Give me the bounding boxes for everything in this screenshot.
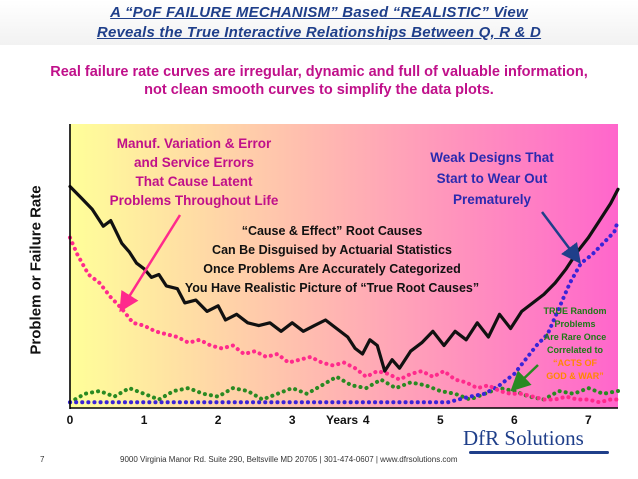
root-cause-annotation: “Cause & Effect” Root Causes Can Be Disg… [162,222,502,298]
black-curve [68,184,620,373]
acts-of-god-line: GOD & WAR” [546,371,604,381]
acts-of-god-line: “ACTS OF [553,358,597,368]
manuf-line: Problems Throughout Life [109,193,279,208]
manuf-arrow [119,214,182,313]
wearout-arrow [541,211,581,264]
random-line: TRUE Random [543,306,607,316]
random-line: Problems [554,319,596,329]
logo-swoosh-icon [469,451,609,454]
x-tick-label: 6 [511,413,518,427]
subtitle-line1: Real failure rate curves are irregular, … [50,64,588,80]
x-tick-label: 1 [141,413,148,427]
x-axis-label: Years [326,413,358,427]
footer-address: 9000 Virginia Manor Rd. Suite 290, Belts… [120,455,458,464]
weak-design-annotation: Weak Designs That Start to Wear Out Prem… [412,147,572,210]
subtitle-line2: not clean smooth curves to simplify the … [144,82,494,98]
cause-line: You Have Realistic Picture of “True Root… [184,281,480,295]
x-tick-label: 0 [67,413,74,427]
page-number: 7 [40,455,45,464]
slide-title-line1: A “PoF FAILURE MECHANISM” Based “REALIST… [110,4,528,21]
random-arrow [510,364,539,392]
manuf-line: and Service Errors [133,155,255,170]
random-line: Correlated to [546,345,603,355]
pink-curve [68,235,620,405]
weak-line: Start to Wear Out [436,171,548,186]
manuf-line: That Cause Latent [135,174,253,189]
x-tick-label: 4 [363,413,370,427]
random-annotation: TRUE Random Problems Are Rare Once Corre… [530,305,620,383]
weak-line: Prematurely [452,192,532,207]
x-tick-label: 5 [437,413,444,427]
x-tick-label: 7 [585,413,592,427]
dfr-logo: DfR Solutions [463,424,613,456]
manuf-line: Manuf. Variation & Error [116,136,272,151]
cause-line: “Cause & Effect” Root Causes [241,224,423,238]
weak-line: Weak Designs That [430,150,554,165]
random-line: Are Rare Once [543,332,607,342]
cause-line: Once Problems Are Accurately Categorized [203,262,461,276]
x-tick-label: 2 [215,413,222,427]
logo-text: DfR Solutions [463,426,584,450]
header-bar [0,0,638,45]
manuf-annotation: Manuf. Variation & Error and Service Err… [96,134,292,210]
slide-title-line2: Reveals the True Interactive Relationshi… [96,24,542,41]
blue-curve [68,218,620,405]
x-tick-label: 3 [289,413,296,427]
cause-line: Can Be Disguised by Actuarial Statistics [212,243,452,257]
